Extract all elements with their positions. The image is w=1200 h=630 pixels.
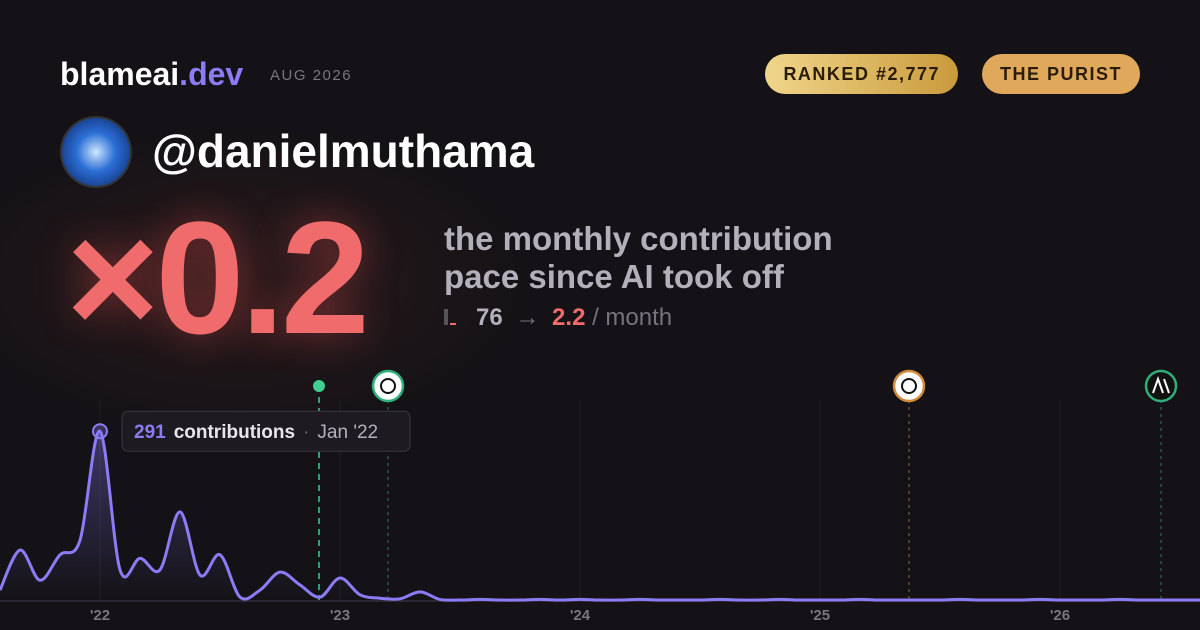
tooltip-box bbox=[121, 410, 411, 452]
unit: / month bbox=[592, 304, 673, 331]
avatar bbox=[60, 116, 132, 188]
brand-suffix: .dev bbox=[179, 56, 244, 92]
tooltip-unit: contributions bbox=[174, 422, 295, 443]
before: 76 bbox=[476, 304, 503, 331]
tooltip-separator: · bbox=[303, 422, 309, 443]
x-tick-label: '22 bbox=[90, 607, 110, 624]
arrow: → bbox=[515, 304, 540, 331]
x-tick-label: '24 bbox=[570, 607, 591, 624]
title-badge: THE PURIST bbox=[981, 54, 1140, 94]
description: the monthly contribution pace since AI to… bbox=[444, 220, 833, 296]
after: 2.2 bbox=[552, 304, 586, 331]
event-icon bbox=[892, 369, 926, 403]
handle: @danielmuthama bbox=[152, 125, 535, 177]
description-line: the monthly contribution bbox=[444, 220, 833, 257]
tooltip-date: Jan '22 bbox=[317, 422, 378, 443]
description-line: pace since AI took off bbox=[444, 258, 784, 295]
tooltip-text: 291 contributions · Jan '22 bbox=[134, 422, 378, 443]
tooltip-value: 291 bbox=[134, 422, 166, 443]
icon bbox=[444, 309, 448, 325]
x-tick-label: '23 bbox=[330, 607, 350, 624]
line bbox=[0, 429, 1200, 602]
brand-name: blameai bbox=[60, 56, 180, 92]
date: AUG 2026 bbox=[270, 67, 353, 84]
x-tick-label: '26 bbox=[1050, 607, 1070, 624]
event-icon bbox=[371, 369, 405, 403]
icon bbox=[450, 323, 456, 325]
tooltip: 291 contributions · Jan '22 bbox=[121, 410, 411, 452]
multiplier: ×0.2 bbox=[66, 188, 370, 367]
x-tick-label: '25 bbox=[810, 607, 830, 624]
event-dot bbox=[313, 380, 325, 392]
event-icon bbox=[1144, 369, 1178, 403]
peak-marker bbox=[92, 423, 108, 440]
pace: 76 → 2.2 / month bbox=[444, 304, 672, 332]
rank-badge: RANKED #2,777 bbox=[765, 54, 958, 94]
area bbox=[0, 431, 1200, 601]
brand: blameai.dev bbox=[60, 56, 243, 93]
